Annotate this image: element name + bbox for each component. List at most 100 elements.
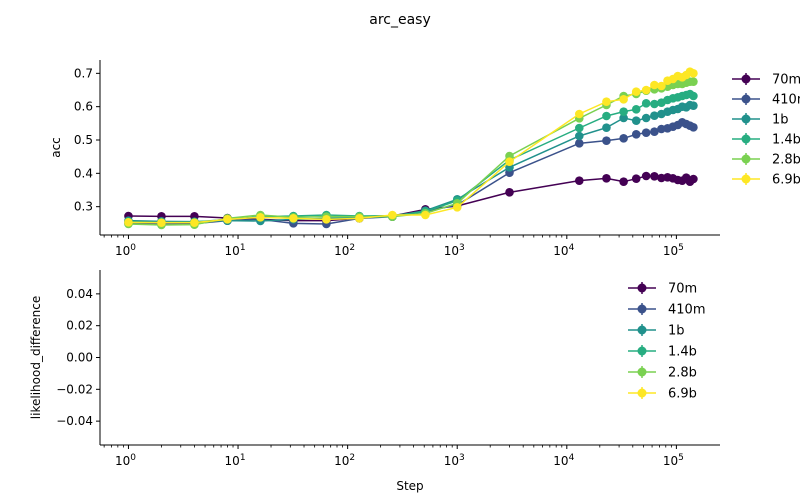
data-point-1b xyxy=(689,101,698,110)
x-tick-label: 101 xyxy=(225,453,246,468)
data-point-6.9b xyxy=(641,85,651,95)
data-point-1b xyxy=(650,111,659,120)
x-tick-label: 100 xyxy=(115,453,136,468)
data-point-410m xyxy=(602,136,611,145)
data-point-1b xyxy=(641,113,651,123)
data-point-6.9b xyxy=(602,97,611,106)
data-point-70m xyxy=(602,174,611,183)
legend-marker xyxy=(637,304,647,314)
data-point-6.9b xyxy=(452,203,462,212)
legend-marker xyxy=(637,325,647,335)
figure-title: arc_easy xyxy=(369,12,431,28)
legend-label: 1.4b xyxy=(668,345,697,360)
legend-label: 1b xyxy=(668,324,685,339)
data-point-1b xyxy=(631,116,641,125)
data-point-6.9b xyxy=(619,95,628,104)
x-tick-label: 103 xyxy=(444,453,465,468)
series-line-1b xyxy=(128,104,694,223)
data-point-6.9b xyxy=(388,210,397,220)
legend-marker xyxy=(637,346,647,356)
data-point-6.9b xyxy=(190,218,199,227)
x-tick-label: 101 xyxy=(225,243,246,258)
data-point-1.4b xyxy=(619,107,628,116)
x-tick-label: 103 xyxy=(444,243,465,258)
data-point-1b xyxy=(574,131,584,141)
y-axis-label: acc xyxy=(49,137,63,158)
data-point-410m xyxy=(574,139,584,148)
legend-label: 410m xyxy=(772,93,800,108)
legend-label: 6.9b xyxy=(668,387,697,402)
data-point-6.9b xyxy=(289,214,298,223)
x-axis-label: Step xyxy=(396,479,423,493)
legend-marker xyxy=(741,154,751,164)
legend-marker xyxy=(741,94,751,104)
data-point-70m xyxy=(505,188,514,197)
data-point-70m xyxy=(689,174,698,184)
data-point-2.8b xyxy=(689,77,698,86)
data-point-6.9b xyxy=(650,80,659,90)
data-point-1.4b xyxy=(689,91,698,101)
legend: 70m 410m 1b 1.4b 2.8b 6.9b xyxy=(628,282,705,402)
series-1.4b xyxy=(124,89,698,227)
legend-label: 1b xyxy=(772,113,789,128)
likelihood-difference-panel: −0.04 −0.02 0.00 0.02 0.04 likelihood_differe… xyxy=(29,270,720,468)
series-6.9b xyxy=(124,67,698,227)
x-tick-label: 104 xyxy=(553,243,574,258)
legend-marker xyxy=(637,283,647,293)
legend-marker xyxy=(741,74,751,84)
data-point-1.4b xyxy=(650,99,659,109)
data-point-6.9b xyxy=(574,109,584,119)
legend-label: 1.4b xyxy=(772,133,800,148)
data-point-1.4b xyxy=(631,105,641,114)
x-tick-label: 105 xyxy=(663,453,684,468)
legend-marker xyxy=(637,367,647,377)
data-point-1.4b xyxy=(641,99,651,108)
series-2.8b xyxy=(124,77,698,230)
x-tick-label: 102 xyxy=(334,243,355,258)
y-tick-label: 0.4 xyxy=(74,166,93,180)
data-point-70m xyxy=(631,174,641,183)
data-point-6.9b xyxy=(157,218,166,227)
data-point-6.9b xyxy=(689,69,698,78)
legend-marker xyxy=(741,114,751,124)
y-tick-label: −0.04 xyxy=(56,414,93,428)
data-point-6.9b xyxy=(124,218,133,227)
legend-marker xyxy=(741,174,751,184)
y-tick-label: 0.7 xyxy=(74,66,93,80)
data-point-70m xyxy=(619,177,628,186)
legend-label: 6.9b xyxy=(772,173,800,188)
data-point-70m xyxy=(650,172,659,181)
x-tick-label: 100 xyxy=(115,243,136,258)
series-line-6.9b xyxy=(128,70,694,224)
legend-label: 2.8b xyxy=(772,153,800,168)
y-tick-label: 0.3 xyxy=(74,200,93,214)
data-point-6.9b xyxy=(322,215,331,224)
y-tick-label: 0.04 xyxy=(66,287,93,301)
legend: 70m 410m 1b 1.4b 2.8b 6.9b xyxy=(732,73,800,188)
data-point-410m xyxy=(619,134,628,143)
data-point-410m xyxy=(650,127,659,136)
data-point-1b xyxy=(602,123,611,132)
y-tick-label: 0.00 xyxy=(66,351,93,365)
x-tick-label: 102 xyxy=(334,453,355,468)
data-point-6.9b xyxy=(421,210,430,220)
y-tick-label: 0.02 xyxy=(66,319,93,333)
accuracy-panel: 0.3 0.4 0.5 0.6 0.7 acc 100 101 102 103 104 105 70m 4… xyxy=(49,60,800,258)
series-70m xyxy=(124,171,698,225)
data-point-1b xyxy=(619,113,628,123)
y-tick-label: 0.5 xyxy=(74,133,93,147)
legend-marker xyxy=(637,388,647,398)
x-tick-label: 105 xyxy=(663,243,684,258)
data-point-6.9b xyxy=(256,213,265,222)
data-point-6.9b xyxy=(657,81,666,91)
data-point-410m xyxy=(631,130,641,139)
legend-label: 2.8b xyxy=(668,366,697,381)
data-point-70m xyxy=(574,176,584,185)
x-tick-label: 104 xyxy=(553,453,574,468)
data-point-6.9b xyxy=(223,215,232,224)
data-point-1.4b xyxy=(574,123,584,133)
y-tick-label: 0.6 xyxy=(74,100,93,114)
legend-label: 410m xyxy=(668,303,705,318)
data-point-6.9b xyxy=(505,157,514,166)
legend-label: 70m xyxy=(668,282,697,297)
